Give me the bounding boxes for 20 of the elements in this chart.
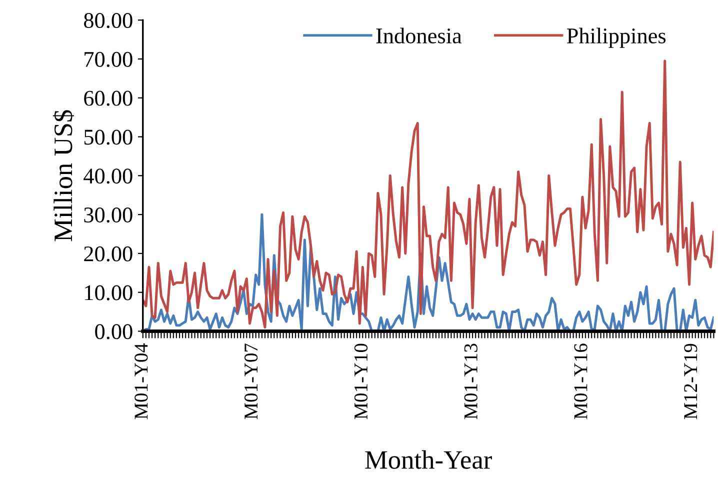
x-tick-label: M01-Y16 bbox=[574, 344, 588, 420]
y-tick-label: 30.00 bbox=[84, 207, 132, 223]
y-tick-label: 80.00 bbox=[84, 13, 132, 28]
y-tick-label: 70.00 bbox=[84, 52, 132, 68]
legend-label: Philippines bbox=[566, 28, 666, 48]
x-tick-label: M01-Y07 bbox=[244, 344, 258, 420]
x-tick-label: M01-Y13 bbox=[464, 344, 478, 420]
y-axis-title: Million US$ bbox=[52, 110, 74, 242]
line-series bbox=[142, 60, 714, 329]
x-tick-label: M01-Y10 bbox=[354, 344, 368, 420]
y-tick-label: 10.00 bbox=[85, 285, 132, 300]
y-tick-label: 60.00 bbox=[84, 90, 132, 106]
y-tick-label: 0.00 bbox=[95, 324, 132, 340]
y-tick-label: 50.00 bbox=[84, 130, 132, 145]
x-tick-label: M01-Y04 bbox=[134, 343, 148, 420]
x-axis-title: Month-Year bbox=[365, 450, 492, 469]
legend-label: Indonesia bbox=[376, 28, 462, 44]
y-tick-label: 20.00 bbox=[84, 246, 132, 262]
x-tick-label: M12-Y19 bbox=[684, 344, 698, 420]
y-tick-label: 40.00 bbox=[84, 168, 132, 184]
